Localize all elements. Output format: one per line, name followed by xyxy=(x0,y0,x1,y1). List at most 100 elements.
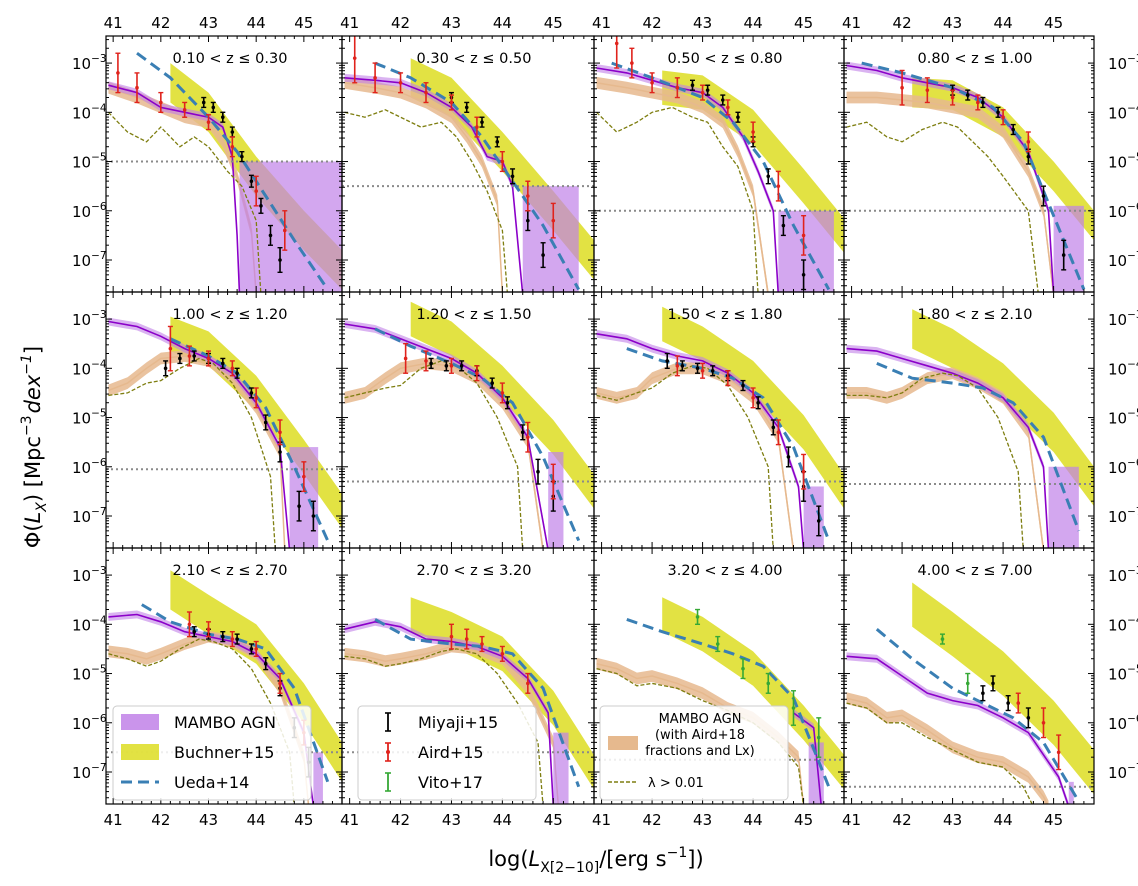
legend-observations xyxy=(357,705,537,801)
aird-point xyxy=(254,396,258,400)
miyaji-point xyxy=(263,661,268,666)
plot-area xyxy=(844,61,1094,292)
aird-point xyxy=(500,159,505,164)
panel-title: 0.30 < z ≤ 0.50 xyxy=(417,51,532,67)
aird-point xyxy=(526,681,530,686)
miyaji-point xyxy=(495,140,500,144)
aird-point xyxy=(551,218,556,223)
aird-point xyxy=(630,61,634,65)
y-tick-label: 10−5 xyxy=(1108,664,1138,684)
ueda-line xyxy=(626,347,831,542)
miyaji-point xyxy=(211,105,216,110)
panel-1: 0.10 < z ≤ 0.30 41 42 43 44 45 10−3 10−4 10−5 10−… xyxy=(72,14,343,293)
aird-point xyxy=(373,76,377,80)
miyaji-point xyxy=(249,647,254,651)
miyaji-point xyxy=(464,105,469,110)
x-tick-label: 42 xyxy=(893,14,912,32)
x-tick-label: 45 xyxy=(544,14,563,32)
mambo-aird-band xyxy=(596,76,769,292)
miyaji-point xyxy=(801,272,806,277)
aird-point xyxy=(135,85,139,90)
plot-area xyxy=(106,51,342,292)
panel-8: 1.80 < z ≤ 2.10 10−3 10−4 10−5 10−6 10−7 xyxy=(843,291,1138,549)
ueda-line xyxy=(136,51,329,291)
x-axis-title: log(LX[2−10]/[erg s−1]) xyxy=(488,845,703,876)
aird-point xyxy=(480,642,484,646)
ueda-line xyxy=(875,628,1081,803)
aird-point xyxy=(424,90,428,95)
aird-point xyxy=(801,233,806,238)
y-tick-label: 10−6 xyxy=(1108,713,1138,733)
x-tick-label: 42 xyxy=(151,811,170,829)
miyaji-point xyxy=(192,629,197,634)
mambo-line xyxy=(846,655,1069,804)
panel-title: 3.20 < z ≤ 4.00 xyxy=(668,563,783,579)
miyaji-point xyxy=(178,356,182,361)
miyaji-point xyxy=(705,88,710,92)
mambo-band xyxy=(596,329,804,548)
miyaji-point xyxy=(786,455,791,459)
x-tick-label: 45 xyxy=(1044,811,1063,829)
aird-point xyxy=(650,80,654,85)
miyaji-point xyxy=(444,364,449,368)
vito-point xyxy=(766,681,771,686)
aird-point xyxy=(206,120,211,124)
aird-point xyxy=(254,189,258,193)
legend-aird-point xyxy=(386,750,390,754)
y-tick-label: 10−4 xyxy=(72,102,107,122)
plot-area xyxy=(844,582,1094,804)
miyaji-point xyxy=(240,154,244,159)
aird-point xyxy=(675,85,680,90)
x-tick-label: 44 xyxy=(247,14,266,32)
plot-area xyxy=(594,36,844,292)
x-tick-label: 43 xyxy=(943,811,962,829)
x-tick-label: 41 xyxy=(592,14,611,32)
aird-point xyxy=(526,194,530,198)
aird-point xyxy=(187,622,192,627)
buchner-band xyxy=(662,597,844,790)
y-tick-label: 10−3 xyxy=(72,565,107,585)
y-tick-label: 10−3 xyxy=(72,53,107,73)
panel-title: 0.80 < z ≤ 1.00 xyxy=(918,51,1033,67)
miyaji-point xyxy=(981,691,985,696)
y-tick-label: 10−6 xyxy=(72,713,107,733)
buchner-band xyxy=(170,570,342,782)
mambo-line xyxy=(846,347,1050,548)
miyaji-point xyxy=(221,115,225,120)
ueda-line xyxy=(374,327,581,542)
miyaji-point xyxy=(235,637,239,641)
x-tick-label: 43 xyxy=(943,14,962,32)
plot-area xyxy=(342,36,594,292)
x-tick-label: 45 xyxy=(544,811,563,829)
x-tick-label: 41 xyxy=(340,811,359,829)
panel-title: 4.00 < z ≤ 7.00 xyxy=(918,563,1033,579)
mambo-tail-band xyxy=(313,752,323,804)
legend-label-ueda: Ueda+14 xyxy=(174,773,249,792)
miyaji-point xyxy=(221,634,225,639)
miyaji-point xyxy=(249,391,254,395)
lambda-line xyxy=(108,357,276,548)
aird-point xyxy=(1001,115,1005,120)
y-tick-label: 10−5 xyxy=(72,664,107,684)
x-tick-label: 41 xyxy=(340,14,359,32)
plot-area xyxy=(342,301,594,548)
buchner-band xyxy=(410,301,594,509)
lambda-line xyxy=(107,111,262,292)
x-tick-label: 41 xyxy=(104,811,123,829)
y-tick-label: 10−3 xyxy=(1108,309,1138,329)
aird-point xyxy=(230,144,235,149)
legend-mambo-aird-line3: fractions and Lx) xyxy=(645,744,754,759)
miyaji-point xyxy=(278,450,282,454)
mambo-tail-band xyxy=(778,210,834,292)
y-tick-label: 10−3 xyxy=(72,309,107,329)
ueda-line xyxy=(169,337,330,542)
mambo-tail-band xyxy=(1048,466,1079,548)
mambo-aird-line xyxy=(596,367,794,548)
panel-title: 2.70 < z ≤ 3.20 xyxy=(417,563,532,579)
y-tick-label: 10−6 xyxy=(1108,457,1138,477)
mambo-aird-band xyxy=(344,76,503,292)
aird-point xyxy=(900,85,904,90)
aird-point xyxy=(206,627,211,632)
panel-6: 1.20 < z ≤ 1.50 xyxy=(341,291,595,549)
aird-point xyxy=(475,125,479,129)
